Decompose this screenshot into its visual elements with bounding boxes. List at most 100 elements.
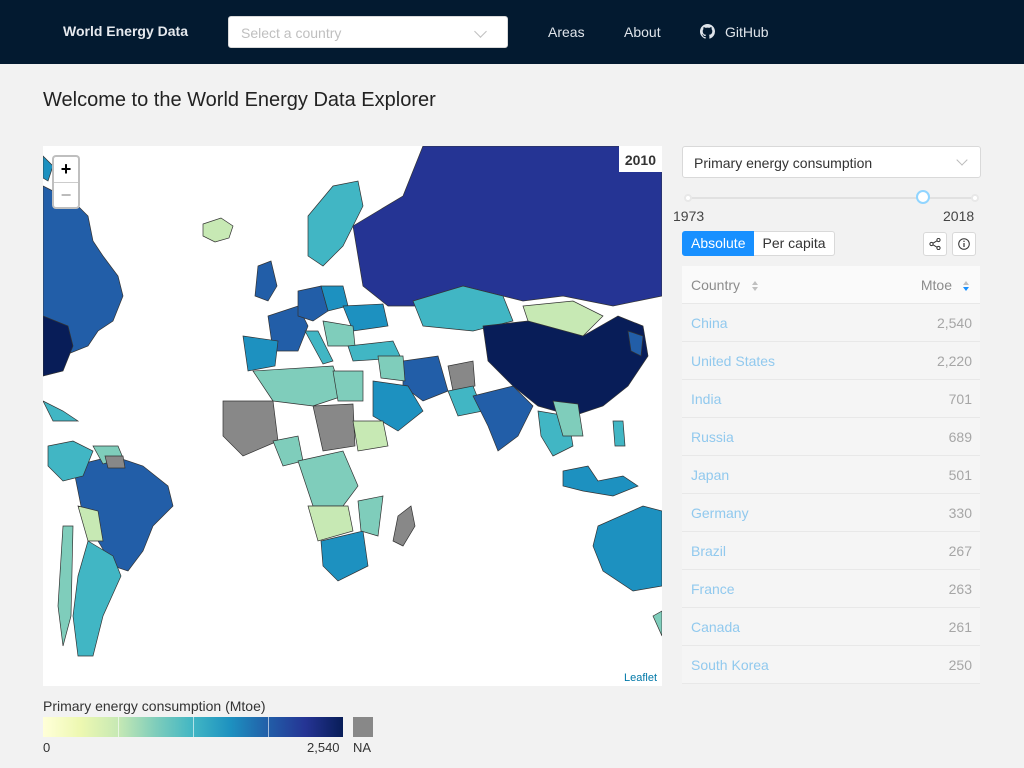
country-value: 330 bbox=[948, 505, 972, 521]
zoom-out-button[interactable]: − bbox=[54, 182, 78, 207]
country-link[interactable]: France bbox=[691, 581, 735, 597]
year-slider-track[interactable] bbox=[688, 197, 975, 199]
country-madagascar bbox=[392, 505, 416, 547]
country-germany bbox=[297, 285, 329, 322]
country-link[interactable]: Japan bbox=[691, 467, 730, 483]
navbar: World Energy Data Select a country Areas… bbox=[0, 0, 1024, 64]
country-norway-sweden bbox=[307, 180, 364, 267]
country-value: 250 bbox=[948, 657, 972, 673]
table-row[interactable]: France 263 bbox=[682, 570, 980, 608]
country-spain bbox=[242, 335, 279, 372]
country-value: 689 bbox=[948, 429, 972, 445]
country-value: 263 bbox=[948, 581, 972, 597]
country-indonesia bbox=[562, 465, 639, 497]
sort-icon[interactable] bbox=[751, 279, 759, 293]
country-value: 267 bbox=[948, 543, 972, 559]
map-attribution-link[interactable]: Leaflet bbox=[623, 672, 657, 684]
sort-descending-icon[interactable] bbox=[962, 279, 970, 293]
legend-na-swatch bbox=[353, 717, 373, 737]
country-link[interactable]: South Korea bbox=[691, 657, 769, 673]
table-row[interactable]: Canada 261 bbox=[682, 608, 980, 646]
table-row[interactable]: Germany 330 bbox=[682, 494, 980, 532]
legend-min-label: 0 bbox=[43, 740, 51, 755]
country-india bbox=[472, 385, 534, 452]
country-value: 501 bbox=[948, 467, 972, 483]
country-caribbean bbox=[43, 400, 80, 422]
table-row[interactable]: South Korea 250 bbox=[682, 646, 980, 684]
country-italy bbox=[304, 330, 334, 365]
table-row[interactable]: Brazil 267 bbox=[682, 532, 980, 570]
world-map-shapes[interactable] bbox=[43, 146, 662, 686]
column-header-country[interactable]: Country bbox=[691, 277, 741, 293]
country-central-africa bbox=[297, 450, 359, 507]
table-row[interactable]: Russia 689 bbox=[682, 418, 980, 456]
brand-title[interactable]: World Energy Data bbox=[63, 23, 188, 39]
info-button[interactable] bbox=[952, 232, 976, 256]
country-peru-colombia bbox=[47, 440, 94, 482]
country-ukraine bbox=[342, 303, 389, 332]
country-link[interactable]: India bbox=[691, 391, 722, 407]
country-value: 2,220 bbox=[936, 353, 972, 369]
country-link[interactable]: Russia bbox=[691, 429, 734, 445]
nav-link-about[interactable]: About bbox=[624, 24, 661, 40]
country-select-placeholder: Select a country bbox=[241, 25, 342, 41]
country-angola-zambia bbox=[307, 505, 354, 542]
table-body: China 2,540 United States 2,220 India 701 Russ… bbox=[682, 304, 980, 684]
country-algeria-libya bbox=[252, 365, 344, 407]
table-row[interactable]: China 2,540 bbox=[682, 304, 980, 342]
country-new-zealand bbox=[652, 610, 662, 637]
share-button[interactable] bbox=[923, 232, 947, 256]
ranking-table: Country Mtoe China 2,540 United States 2,22… bbox=[682, 266, 980, 684]
zoom-in-button[interactable]: + bbox=[60, 159, 72, 179]
mode-toggle: Absolute Per capita bbox=[682, 231, 835, 256]
country-kazakhstan bbox=[412, 285, 514, 332]
country-bolivia bbox=[77, 505, 104, 542]
year-slider-min-label: 1973 bbox=[673, 208, 705, 224]
country-link[interactable]: Brazil bbox=[691, 543, 727, 559]
country-west-africa bbox=[222, 400, 279, 457]
legend-max-label: 2,540 bbox=[307, 740, 340, 755]
nav-link-areas[interactable]: Areas bbox=[548, 24, 585, 40]
chevron-down-icon bbox=[956, 154, 968, 166]
legend-tick bbox=[118, 717, 119, 737]
country-uk bbox=[254, 260, 278, 302]
column-header-value[interactable]: Mtoe bbox=[920, 277, 952, 293]
country-value: 2,540 bbox=[936, 315, 972, 331]
absolute-button[interactable]: Absolute bbox=[682, 231, 755, 256]
country-iran bbox=[402, 355, 449, 402]
table-row[interactable]: Japan 501 bbox=[682, 456, 980, 494]
year-slider-end-dot bbox=[971, 194, 979, 202]
year-slider-start-dot bbox=[684, 194, 692, 202]
country-link[interactable]: Germany bbox=[691, 505, 749, 521]
map-year-label: 2010 bbox=[618, 146, 662, 172]
year-slider-max-label: 2018 bbox=[943, 208, 975, 224]
page-title: Welcome to the World Energy Data Explore… bbox=[43, 89, 436, 111]
per-capita-button[interactable]: Per capita bbox=[754, 231, 835, 256]
year-slider-handle[interactable] bbox=[916, 190, 931, 204]
country-china bbox=[482, 315, 649, 417]
country-argentina bbox=[72, 540, 122, 657]
legend-tick bbox=[193, 717, 194, 737]
country-select[interactable]: Select a country bbox=[228, 16, 508, 48]
metric-select[interactable]: Primary energy consumption bbox=[682, 146, 981, 178]
country-russia bbox=[352, 146, 662, 307]
info-icon bbox=[958, 238, 970, 250]
country-thailand-vietnam bbox=[552, 400, 584, 437]
table-row[interactable]: India 701 bbox=[682, 380, 980, 418]
country-link[interactable]: China bbox=[691, 315, 728, 331]
nav-link-github[interactable]: GitHub bbox=[725, 24, 769, 40]
choropleth-map[interactable]: + − 2010 Leaflet bbox=[43, 146, 662, 686]
country-link[interactable]: Canada bbox=[691, 619, 741, 635]
chevron-down-icon bbox=[474, 25, 487, 38]
table-row[interactable]: United States 2,220 bbox=[682, 342, 980, 380]
country-philippines bbox=[612, 420, 626, 447]
legend-na-label: NA bbox=[353, 740, 372, 755]
zoom-control: + − bbox=[52, 155, 80, 209]
country-link[interactable]: United States bbox=[691, 353, 776, 369]
country-greenland bbox=[202, 217, 234, 243]
github-icon[interactable] bbox=[700, 24, 715, 39]
country-australia bbox=[592, 505, 662, 592]
country-sudan bbox=[312, 403, 356, 452]
country-afghanistan bbox=[447, 360, 476, 392]
country-value: 701 bbox=[948, 391, 972, 407]
